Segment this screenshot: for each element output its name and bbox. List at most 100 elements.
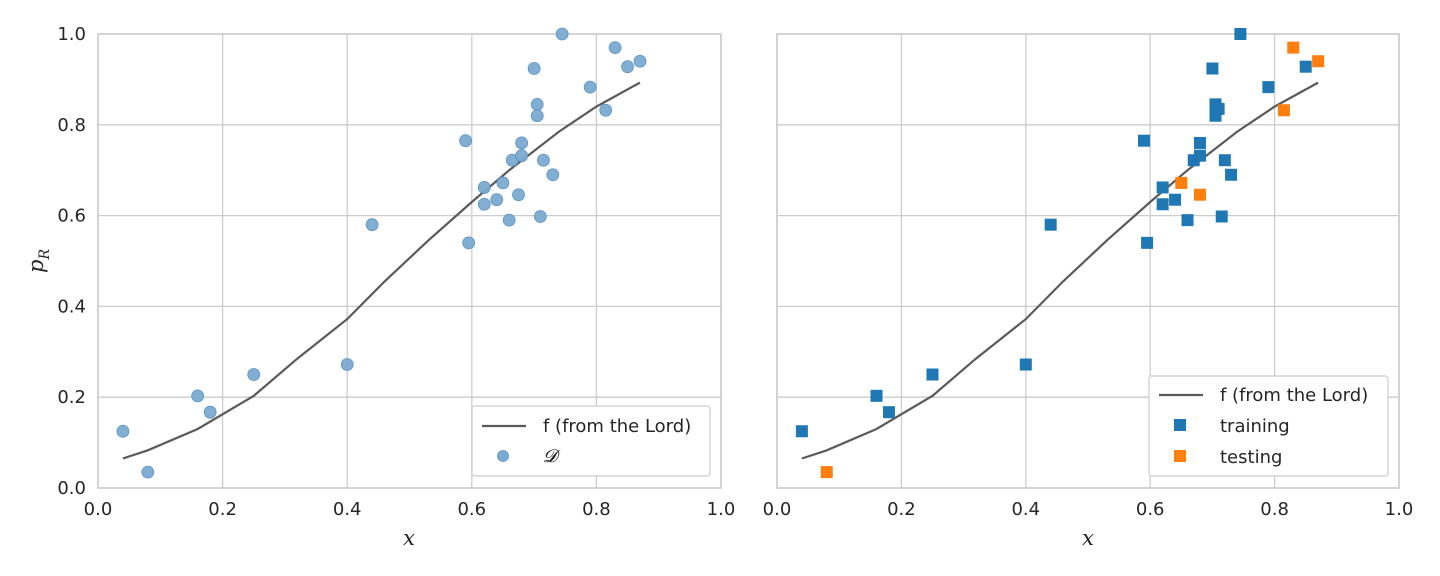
training-point [1019, 358, 1032, 371]
right-legend-training-swatch [1174, 419, 1186, 431]
data-point [459, 134, 472, 148]
training-point [1181, 214, 1194, 227]
right-x-axis-label: x [1082, 526, 1094, 550]
right-curve-group [801, 81, 1319, 460]
left-legend-box [471, 405, 711, 477]
training-point [1156, 198, 1169, 211]
data-point [340, 358, 354, 371]
testing-point [1312, 55, 1325, 68]
training-point [882, 406, 895, 419]
right-f-curve [801, 81, 1319, 460]
training-point [1218, 154, 1231, 167]
data-point [502, 213, 516, 227]
data-point [477, 181, 491, 194]
data-point [633, 54, 647, 68]
left-legend-dot-swatch [497, 450, 509, 462]
left-y-tick-label: 0.2 [57, 387, 86, 408]
training-point [1193, 149, 1206, 162]
left-x-tick-label: 0.0 [84, 499, 113, 520]
training-point [1299, 60, 1312, 73]
left-y-tick-label: 0.4 [57, 296, 86, 317]
training-point [795, 425, 808, 438]
left-x-tick-label: 0.2 [208, 499, 237, 520]
data-point [546, 168, 560, 182]
left-y-ticks: 0.0 0.2 0.4 0.6 0.8 1.0 [57, 24, 86, 499]
right-legend-training-label: training [1220, 416, 1290, 437]
left-points [116, 27, 647, 479]
training-point [1225, 168, 1238, 181]
left-y-tick-label: 0.6 [57, 206, 86, 227]
left-axes-frame [97, 33, 722, 489]
left-x-tick-label: 1.0 [707, 499, 736, 520]
right-axes-frame [776, 33, 1400, 489]
data-point [462, 236, 476, 250]
training-point [1169, 193, 1182, 206]
data-point [583, 80, 597, 94]
data-point [365, 218, 379, 232]
right-legend-testing-label: testing [1220, 447, 1282, 468]
left-x-tick-label: 0.4 [333, 499, 362, 520]
training-point [1206, 62, 1219, 75]
y-label-main: p [24, 260, 48, 273]
y-label-sub: R [37, 249, 53, 261]
right-x-tick-label: 0.6 [1136, 499, 1165, 520]
data-point [599, 103, 613, 117]
testing-point [1193, 188, 1206, 201]
left-x-axis-label: x [403, 526, 415, 550]
testing-point [820, 466, 833, 479]
data-point [490, 193, 504, 207]
data-point [515, 136, 529, 150]
data-point [141, 465, 155, 479]
left-y-tick-label: 0.0 [57, 478, 86, 499]
training-point [1212, 102, 1225, 115]
training-point [1156, 181, 1169, 194]
right-x-tick-label: 0.4 [1011, 499, 1040, 520]
testing-point [1277, 104, 1290, 117]
data-point [512, 188, 525, 202]
data-point [527, 62, 541, 75]
left-legend: f (from the Lord) 𝓓 [471, 405, 711, 477]
right-x-tick-label: 0.2 [887, 499, 916, 520]
right-legend: f (from the Lord) training testing [1148, 375, 1389, 477]
data-point [203, 405, 217, 419]
testing-point [1287, 41, 1300, 54]
data-point [116, 424, 130, 438]
right-points [795, 28, 1325, 479]
data-point [555, 27, 569, 41]
right-panel: 0.0 0.2 0.4 0.6 0.8 1.0 x f (from the Lord) t… [763, 28, 1414, 550]
left-panel: 0.0 0.2 0.4 0.6 0.8 1.0 0.00.20.40.60.81.0 x … [24, 24, 735, 550]
left-y-axis-label: pR [24, 249, 53, 273]
data-point [496, 176, 510, 190]
left-y-tick-label: 1.0 [57, 24, 86, 45]
left-legend-dataset-label: 𝓓 [543, 446, 561, 467]
right-legend-testing-swatch [1174, 450, 1186, 462]
right-legend-line-label: f (from the Lord) [1220, 385, 1368, 406]
training-point [1193, 136, 1206, 149]
left-curve-group [122, 81, 641, 460]
data-point [191, 389, 205, 403]
data-point [515, 149, 529, 163]
left-y-tick-label: 0.8 [57, 115, 86, 136]
right-legend-box [1148, 375, 1389, 477]
training-point [1141, 236, 1154, 249]
data-point [247, 368, 261, 381]
training-point [1262, 81, 1275, 94]
right-x-ticks: 0.0 0.2 0.4 0.6 0.8 1.0 [763, 499, 1414, 520]
training-point [1215, 210, 1228, 223]
right-x-tick-label: 1.0 [1385, 499, 1414, 520]
right-x-tick-label: 0.0 [763, 499, 792, 520]
data-point [608, 41, 622, 55]
training-point [1234, 28, 1247, 40]
training-point [870, 389, 883, 402]
data-point [477, 197, 491, 211]
left-f-curve [122, 81, 641, 460]
data-point [530, 97, 544, 111]
testing-point [1175, 176, 1188, 189]
right-x-tick-label: 0.8 [1260, 499, 1289, 520]
left-x-ticks: 0.0 0.2 0.4 0.6 0.8 1.0 [84, 499, 736, 520]
training-point [1044, 218, 1057, 231]
left-x-tick-label: 0.8 [582, 499, 611, 520]
left-x-tick-label: 0.6 [457, 499, 486, 520]
data-point [530, 109, 544, 123]
